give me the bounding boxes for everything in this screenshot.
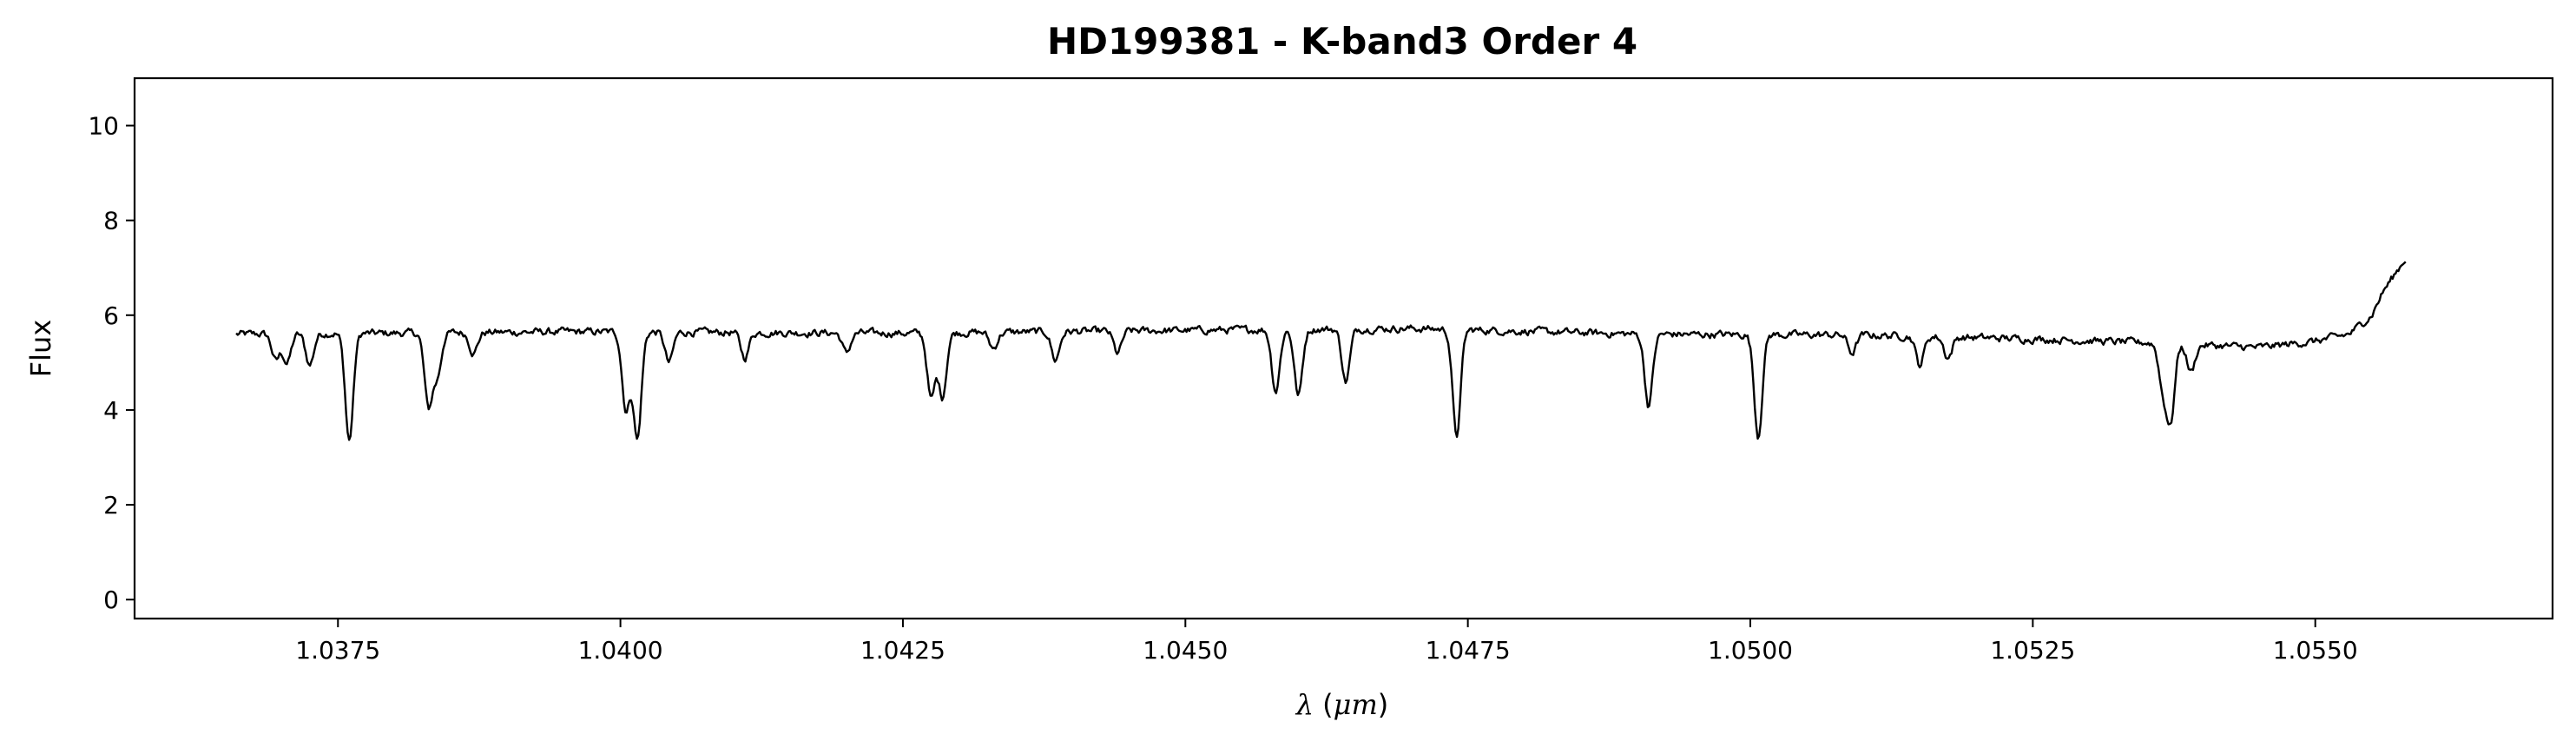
flux-series-line [235,261,2407,441]
y-tick-label: 10 [88,112,119,141]
x-axis-label: λ (μm) [1295,688,1389,721]
plot-frame [133,76,2554,620]
y-tick-label: 6 [103,301,119,330]
chart-title: HD199381 - K-band3 Order 4 [1047,20,1637,63]
x-tick-label: 1.0425 [860,636,945,665]
y-tick-label: 2 [103,491,119,520]
x-tick-label: 1.0550 [2273,636,2358,665]
y-axis-label: Flux [24,320,57,378]
x-tick-label: 1.0525 [1990,636,2075,665]
x-tick-label: 1.0450 [1143,636,1228,665]
x-axis-label-unit: μm [1334,688,1378,721]
y-tick-label: 4 [103,396,119,425]
x-axis-label-close: ) [1378,688,1388,721]
x-tick-label: 1.0475 [1426,636,1511,665]
x-axis: 1.0375 1.0400 1.0425 1.0450 1.0475 1.0500 1.05… [295,619,2358,665]
y-axis: 0 2 4 6 8 10 [88,112,135,614]
x-axis-label-open: ( [1314,688,1334,721]
y-tick-label: 8 [103,207,119,235]
y-tick-label: 0 [103,586,119,614]
x-tick-label: 1.0375 [295,636,380,665]
x-tick-label: 1.0400 [578,636,663,665]
x-tick-label: 1.0500 [1708,636,1793,665]
x-axis-label-symbol: λ [1295,688,1314,721]
